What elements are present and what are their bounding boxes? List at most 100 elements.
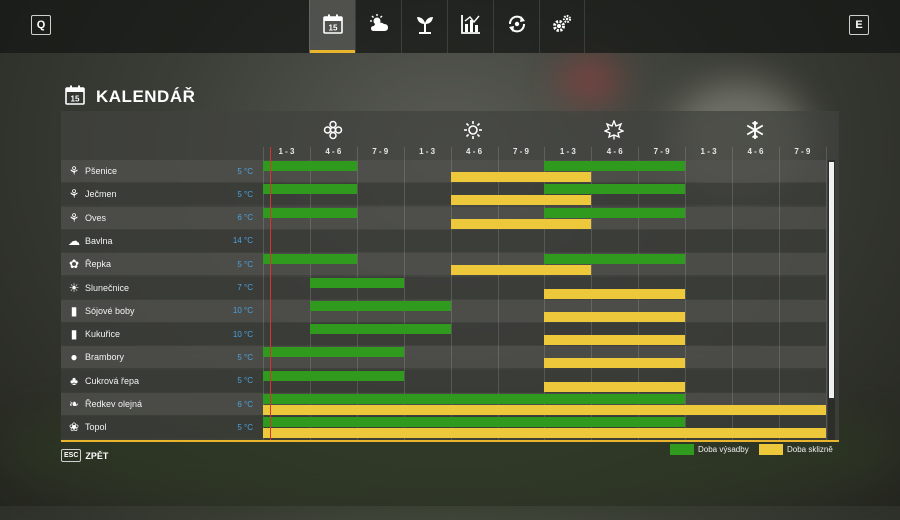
crop-min-temperature: 5 °C: [237, 189, 253, 199]
crop-name: Brambory: [85, 352, 125, 363]
grid-line: [498, 147, 499, 440]
back-button[interactable]: ESC ZPĚT: [61, 449, 108, 462]
crop-name: Pšenice: [85, 166, 118, 176]
sowing-period-bar: [544, 254, 686, 265]
tab-statistics[interactable]: [447, 0, 493, 53]
crop-min-temperature: 5 °C: [237, 259, 253, 269]
crop-row-label[interactable]: ☀ Slunečnice 7 °C: [61, 277, 263, 299]
month-header: 4 - 6: [606, 147, 623, 156]
legend-label-sowing: Doba výsadby: [698, 445, 749, 454]
sowing-period-bar: [309, 324, 451, 335]
month-header: 7 - 9: [512, 147, 529, 156]
crop-row-label[interactable]: ▮ Kukuřice 10 °C: [61, 323, 263, 345]
soybean-icon: ▮: [70, 303, 78, 318]
month-header: 1 - 3: [278, 147, 295, 156]
autumn-leaf-icon: [602, 118, 626, 142]
month-header: 4 - 6: [325, 147, 342, 156]
tab-crops[interactable]: [401, 0, 447, 53]
sowing-period-bar: [263, 207, 357, 218]
seedling-icon: [414, 13, 436, 40]
sowing-period-bar: [309, 277, 404, 288]
corn-icon: ▮: [70, 327, 78, 342]
grid-line: [732, 147, 733, 440]
crop-min-temperature: 5 °C: [237, 376, 253, 386]
winter-snowflake-icon: [743, 118, 767, 142]
oat-icon: ⚘: [68, 210, 80, 225]
sowing-period-bar: [544, 207, 686, 218]
crop-row-label[interactable]: ⚘ Pšenice 5 °C: [61, 160, 263, 182]
sowing-period-bar: [263, 417, 686, 428]
grid-line: [263, 147, 264, 440]
crop-row-label[interactable]: ♣ Cukrová řepa 5 °C: [61, 370, 263, 392]
legend-sowing: Doba výsadby: [670, 444, 749, 455]
tab-weather[interactable]: [355, 0, 401, 53]
harvest-period-bar: [450, 172, 592, 182]
sowing-period-bar: [309, 300, 451, 311]
panel-accent-line: [61, 440, 839, 442]
crop-row-label[interactable]: ❧ Ředkev olejná 6 °C: [61, 393, 263, 415]
scrollbar-thumb[interactable]: [829, 162, 834, 398]
prev-page-key-q[interactable]: Q: [31, 15, 51, 35]
grid-line: [310, 147, 311, 440]
crop-name: Bavlna: [85, 235, 113, 246]
crop-row-label[interactable]: ✿ Řepka 5 °C: [61, 253, 263, 275]
table-row: [61, 229, 826, 252]
crop-row-label[interactable]: ❀ Topol 5 °C: [61, 416, 263, 438]
crop-name: Topol: [85, 422, 107, 433]
page-header: 15 KALENDÁŘ: [64, 85, 195, 109]
calendar-icon: 15: [322, 13, 344, 40]
grid-line: [826, 147, 827, 440]
cycle-icon: [506, 13, 528, 40]
svg-text:15: 15: [328, 24, 337, 33]
top-navigation-bar: Q E 15: [0, 0, 900, 53]
chart-icon: [460, 13, 482, 40]
sowing-period-bar: [263, 161, 357, 171]
sugarbeet-icon: ♣: [70, 373, 78, 388]
crop-row-label[interactable]: ⚘ Oves 6 °C: [61, 207, 263, 229]
crop-min-temperature: 5 °C: [237, 166, 253, 176]
crop-row-label[interactable]: ☁ Bavlna 14 °C: [61, 230, 263, 252]
calendar-icon: 15: [64, 84, 86, 111]
tab-settings[interactable]: [539, 0, 585, 53]
oilradish-icon: ❧: [68, 397, 80, 411]
harvest-period-bar: [544, 358, 686, 369]
harvest-period-bar: [450, 195, 592, 206]
month-header: 7 - 9: [653, 147, 670, 156]
crop-row-label[interactable]: ⚘ Ječmen 5 °C: [61, 183, 263, 205]
crop-name: Cukrová řepa: [85, 375, 140, 386]
tab-calendar[interactable]: 15: [309, 0, 355, 53]
month-header: 1 - 3: [419, 147, 436, 156]
crop-min-temperature: 14 °C: [232, 236, 253, 246]
spring-flower-icon: [321, 118, 345, 142]
next-page-key-e[interactable]: E: [849, 15, 869, 35]
crop-row-label[interactable]: ▮ Sójové boby 10 °C: [61, 300, 263, 322]
crop-name: Kukuřice: [85, 329, 121, 340]
crop-name: Ředkev olejná: [85, 399, 143, 409]
sowing-period-bar: [263, 370, 404, 381]
svg-text:15: 15: [71, 94, 80, 103]
barley-icon: ⚘: [68, 187, 80, 202]
harvest-period-bar: [450, 265, 592, 276]
crop-min-temperature: 7 °C: [237, 283, 253, 292]
wheat-icon: ⚘: [68, 164, 80, 178]
crop-min-temperature: 6 °C: [237, 213, 253, 223]
harvest-period-bar: [544, 288, 686, 299]
harvest-period-bar: [544, 381, 686, 392]
sowing-period-bar: [263, 254, 357, 265]
potato-icon: ●: [70, 350, 78, 365]
crop-name: Řepka: [85, 259, 112, 270]
esc-key: ESC: [61, 449, 82, 462]
month-header: 1 - 3: [700, 147, 717, 156]
crop-min-temperature: 6 °C: [237, 399, 253, 409]
tab-production[interactable]: [493, 0, 539, 53]
poplar-icon: ❀: [68, 420, 80, 435]
weather-icon: [368, 13, 390, 40]
summer-sun-icon: [461, 118, 485, 142]
cotton-icon: ☁: [68, 233, 80, 248]
crop-name: Slunečnice: [85, 282, 130, 293]
legend-label-harvest: Doba sklizně: [787, 445, 833, 454]
crop-row-label[interactable]: ● Brambory 5 °C: [61, 346, 263, 368]
month-header: 4 - 6: [747, 147, 764, 156]
harvest-period-bar: [263, 428, 826, 439]
crop-name: Oves: [85, 212, 107, 223]
